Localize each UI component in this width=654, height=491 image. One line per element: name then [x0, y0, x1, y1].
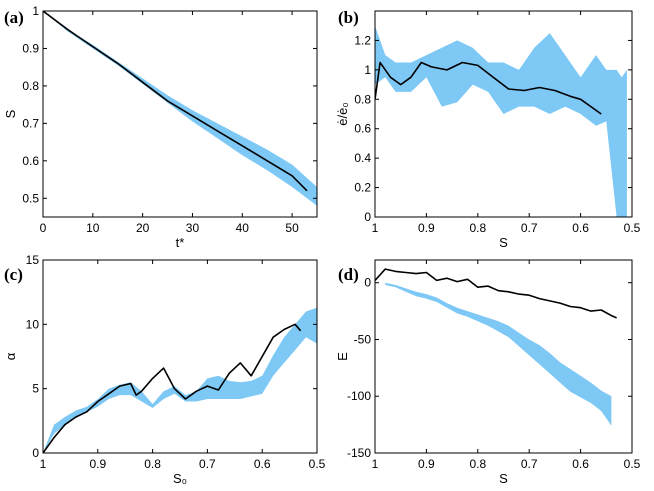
y-tick-label: 0.8	[354, 92, 371, 106]
x-tick-label: 10	[86, 221, 100, 235]
x-tick-label: 0.8	[469, 457, 486, 471]
y-tick-label: 5	[32, 382, 39, 396]
y-tick-label: 0	[32, 446, 39, 460]
panel-label: (a)	[4, 8, 24, 27]
y-axis-label: E	[335, 352, 350, 361]
x-tick-label: 1	[372, 457, 379, 471]
x-tick-label: 0.8	[469, 221, 486, 235]
axes-frame	[42, 10, 318, 218]
y-tick-label: 0.9	[22, 41, 39, 55]
y-axis-label: ė/ė₀	[335, 102, 350, 125]
series-range-band	[43, 307, 317, 453]
y-axis-label: α	[3, 352, 18, 360]
x-tick-label: 0.6	[572, 221, 589, 235]
x-tick-label: 0.5	[624, 221, 641, 235]
panel-label: (b)	[338, 8, 359, 27]
x-tick-label: 0	[40, 221, 47, 235]
y-tick-label: 15	[26, 253, 40, 267]
series-mean-line	[375, 61, 602, 115]
axes-frame	[42, 259, 318, 454]
x-tick-label: 0.8	[144, 457, 161, 471]
x-tick-label: 50	[285, 221, 299, 235]
x-tick-label: 0.9	[418, 457, 435, 471]
y-tick-label: 0.7	[22, 116, 39, 130]
x-tick-label: 0.6	[572, 457, 589, 471]
series-mean-line	[43, 11, 308, 192]
y-tick-label: 10	[26, 317, 40, 331]
y-tick-label: 0.6	[354, 122, 371, 136]
panel-c-chart: 1 0.9 0.8 0.7 0.6 0.5 0 5 10 15 S₀ α (c)	[3, 253, 326, 486]
axes-frame	[374, 10, 633, 218]
x-tick-label: 0.6	[254, 457, 271, 471]
x-axis-label: S	[499, 471, 508, 486]
y-tick-label: 0	[364, 276, 371, 290]
y-tick-label: 1.2	[354, 33, 371, 47]
panel-label: (d)	[338, 265, 359, 284]
y-tick-label: -50	[354, 332, 372, 346]
plot-area	[375, 268, 617, 426]
x-tick-label: 1	[40, 457, 47, 471]
y-tick-label: 0.6	[22, 154, 39, 168]
x-tick-label: 0.7	[521, 457, 538, 471]
x-axis-label: S	[499, 235, 508, 250]
plot-area	[43, 307, 317, 453]
y-tick-label: 0.2	[354, 181, 371, 195]
panel-b-chart: 1 0.9 0.8 0.7 0.6 0.5 0 0.2 0.4 0.6 0.8 1 1.2 Sė/ė₀ (b…	[335, 8, 641, 250]
y-tick-label: 0.4	[354, 151, 371, 165]
y-tick-label: 0.8	[22, 79, 39, 93]
x-tick-label: 30	[186, 221, 200, 235]
x-tick-label: 0.5	[624, 457, 641, 471]
x-tick-label: 0.9	[418, 221, 435, 235]
panel-a-chart: 0 10 20 30 40 50 0.5 0.6 0.7 0.8 0.9 1 t* S (a)	[3, 4, 318, 250]
x-tick-label: 0.7	[521, 221, 538, 235]
x-tick-label: 1	[372, 221, 379, 235]
x-axis-label: t*	[176, 235, 185, 250]
x-tick-label: 0.5	[309, 457, 326, 471]
panel-d-chart: 1 0.9 0.8 0.7 0.6 0.5 -150 -100 -50 0 S E (d)	[335, 259, 641, 486]
axes-frame	[374, 259, 633, 454]
y-tick-label: -150	[347, 446, 371, 460]
y-tick-label: 1	[32, 4, 39, 18]
x-tick-label: 0.7	[199, 457, 216, 471]
series-range-band	[385, 282, 612, 426]
plot-area	[375, 25, 627, 217]
x-tick-label: 40	[236, 221, 250, 235]
y-axis-label: S	[3, 109, 18, 118]
x-tick-label: 20	[136, 221, 150, 235]
series-range-band	[375, 25, 627, 217]
y-tick-label: 0.5	[22, 191, 39, 205]
y-tick-label: -100	[347, 389, 371, 403]
series-mean-line	[43, 323, 302, 453]
series-mean-line	[375, 268, 617, 319]
x-tick-label: 0.9	[89, 457, 106, 471]
y-tick-label: 0	[364, 210, 371, 224]
panel-label: (c)	[4, 265, 23, 284]
plot-area	[43, 11, 317, 206]
y-tick-label: 1	[364, 63, 371, 77]
x-axis-label: S₀	[173, 471, 187, 486]
